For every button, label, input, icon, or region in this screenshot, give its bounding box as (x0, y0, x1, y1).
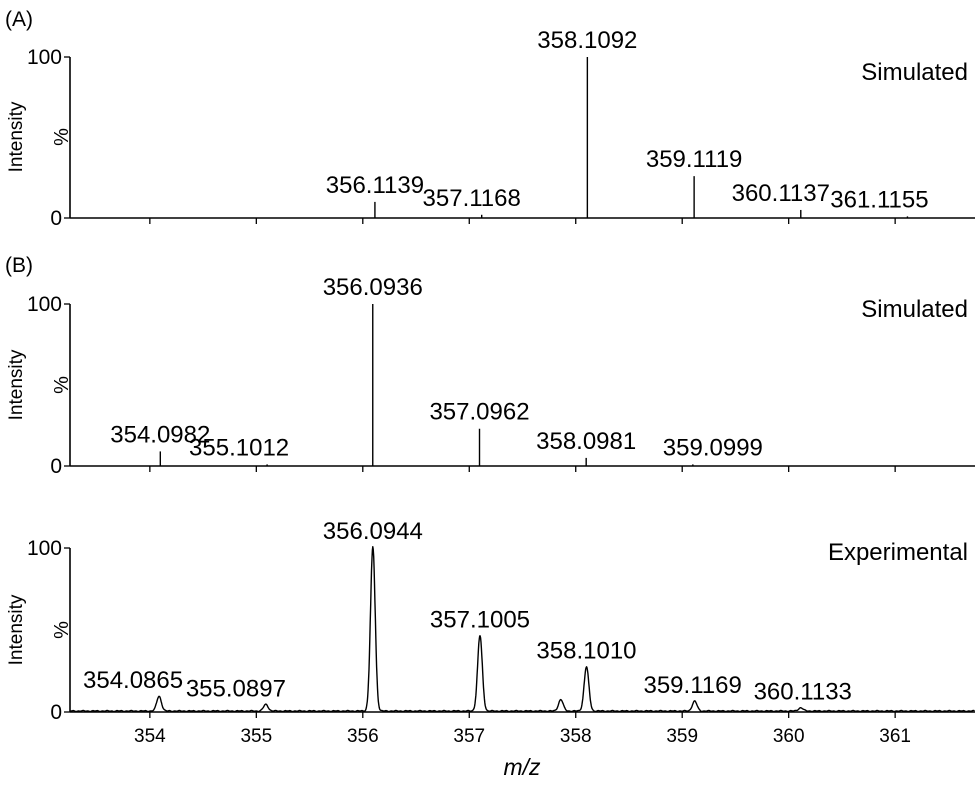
panel-3-ytick-label: 0 (50, 701, 62, 724)
panel-2-peak-label: 357.0962 (429, 399, 529, 426)
panel-1-y-axis-label: Intensity (6, 101, 27, 172)
x-tick-label: 358 (560, 726, 592, 747)
panel-2-y-unit-label: % (51, 376, 73, 394)
x-tick-label: 361 (879, 726, 911, 747)
panel-2-peak-label: 359.0999 (663, 434, 763, 461)
panel-1-peak-label: 360.1137 (732, 180, 830, 207)
panel-2-mode-title: Simulated (861, 296, 968, 323)
panel-3-peak-label: 356.0944 (323, 518, 423, 545)
panel-2-ytick-label: 100 (27, 293, 62, 316)
panel-3-peak-label: 359.1169 (643, 672, 741, 699)
panel-3-peak-label: 354.0865 (83, 667, 183, 694)
panel-1-ytick-label: 0 (50, 207, 62, 230)
panel-2-panel-label: (B) (5, 254, 33, 277)
panel-3-peak-label: 358.1010 (536, 638, 636, 665)
x-axis-label: m/z (503, 754, 541, 780)
x-tick-label: 354 (134, 726, 166, 747)
panel-3-y-axis-label: Intensity (6, 594, 27, 665)
panel-1-peak-label: 356.1139 (326, 172, 424, 199)
x-tick-label: 360 (773, 726, 805, 747)
x-tick-label: 355 (240, 726, 272, 747)
x-tick-label: 357 (453, 726, 485, 747)
panel-2-y-axis-label: Intensity (6, 349, 27, 420)
panel-1-peak-label: 359.1119 (646, 146, 743, 173)
panel-1-mode-title: Simulated (861, 59, 968, 86)
panel-3-ytick-label: 100 (27, 537, 62, 560)
panel-2-peak-label: 358.0981 (536, 428, 636, 455)
x-tick-label: 356 (347, 726, 379, 747)
x-tick-label: 359 (666, 726, 698, 747)
panel-3-peak-label: 360.1133 (754, 679, 852, 706)
panel-1-peak-label: 361.1155 (830, 186, 928, 213)
panel-3-y-unit-label: % (51, 621, 73, 639)
panel-3-peak-label: 357.1005 (430, 607, 530, 634)
panel-1-ytick-label: 100 (27, 46, 62, 69)
panel-3-peak-label: 355.0897 (186, 675, 286, 702)
panel-2-peak-label: 356.0936 (323, 274, 423, 301)
panel-3-mode-title: Experimental (828, 539, 968, 566)
panel-1-peak-label: 357.1168 (423, 185, 521, 212)
panel-1-panel-label: (A) (5, 8, 33, 31)
panel-1-y-unit-label: % (51, 128, 73, 146)
panel-2-peak-label: 355.1012 (189, 434, 289, 461)
panel-2-ytick-label: 0 (50, 455, 62, 478)
panel-1-peak-label: 358.1092 (537, 27, 637, 54)
